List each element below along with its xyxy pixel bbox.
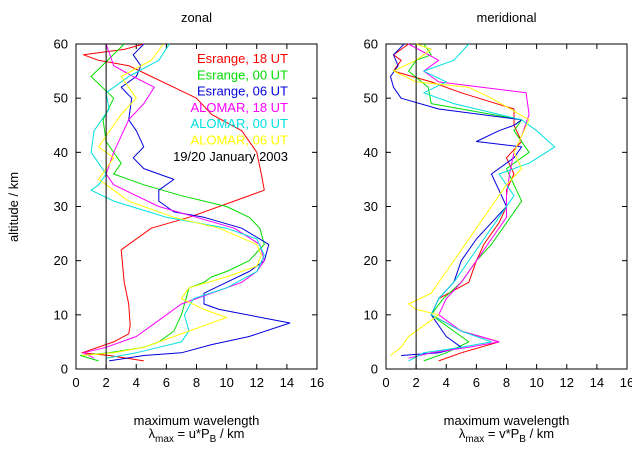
x-tick-label: 16 [310, 375, 324, 390]
legend-entry: ALOMAR, 00 UT [190, 116, 288, 131]
x-tick-label: 0 [382, 375, 389, 390]
y-axis-label: altitude / km [6, 172, 21, 242]
legend-entry: Esrange, 06 UT [197, 84, 288, 99]
x-tick-label: 14 [280, 375, 294, 390]
series-line-alomar-18-ut [83, 43, 265, 359]
series-line-esrange-06-ut [109, 43, 291, 362]
x-tick-label: 6 [163, 375, 170, 390]
y-tick-label: 60 [364, 37, 378, 52]
panel-zonal: zonal 0 2 4 6 8 10 12 14 16 0 10 20 30 40 50 60 Esrange, … [54, 10, 325, 445]
panel-meridional: meridional 0 2 4 6 8 10 12 14 16 0 10 20 30 40 50 60 maxi… [364, 10, 632, 445]
series-line-alomar-06-ut [81, 43, 262, 356]
x-tick-label: 10 [219, 375, 233, 390]
series-line-esrange-00-ut [80, 43, 265, 362]
x-tick-label: 6 [473, 375, 480, 390]
formula-text: λ [459, 426, 466, 441]
y-tick-label: 40 [54, 145, 68, 160]
x-tick-label: 4 [443, 375, 450, 390]
y-tick-label: 60 [54, 37, 68, 52]
annotation-date: 19/20 January 2003 [173, 149, 288, 164]
x-tick-label: 2 [413, 375, 420, 390]
y-tick-label: 10 [54, 307, 68, 322]
legend-entry: ALOMAR, 18 UT [190, 100, 288, 115]
y-tick-label: 50 [364, 91, 378, 106]
x-tick-label: 14 [590, 375, 604, 390]
formula-text: λ [148, 426, 155, 441]
y-tick-label: 40 [364, 145, 378, 160]
y-tick-label: 10 [364, 307, 378, 322]
x-tick-label: 2 [103, 375, 110, 390]
formula-text: = v*P [484, 426, 519, 441]
x-tick-label: 0 [72, 375, 79, 390]
x-tick-label: 10 [529, 375, 543, 390]
series-line-alomar-18-ut [408, 43, 530, 359]
legend-entry: Esrange, 00 UT [197, 67, 288, 82]
x-axis-label-line1: maximum wavelength [134, 413, 260, 428]
y-tick-label: 20 [364, 253, 378, 268]
formula-subscript: B [519, 434, 526, 445]
x-tick-label: 8 [503, 375, 510, 390]
legend-entry: ALOMAR, 06 UT [190, 133, 288, 148]
formula-text: = u*P [174, 426, 210, 441]
series-line-esrange-00-ut [408, 43, 530, 362]
series-line-esrange-18-ut [393, 43, 523, 362]
series-line-esrange-18-ut [81, 43, 265, 362]
formula-subscript: B [210, 434, 217, 445]
y-tick-label: 20 [54, 253, 68, 268]
x-tick-label: 12 [250, 375, 264, 390]
formula-text: / km [526, 426, 554, 441]
formula-text: / km [216, 426, 244, 441]
x-tick-label: 16 [620, 375, 632, 390]
x-axis-label-formula: λmax = v*PB / km [459, 426, 554, 445]
y-tick-label: 30 [54, 199, 68, 214]
formula-subscript: max [465, 434, 484, 445]
legend-entry: Esrange, 18 UT [197, 51, 288, 66]
x-tick-label: 4 [133, 375, 140, 390]
y-tick-label: 30 [364, 199, 378, 214]
panel-title: zonal [181, 10, 212, 25]
x-axis-label-line1: maximum wavelength [444, 413, 570, 428]
y-tick-label: 0 [61, 362, 68, 377]
series-line-alomar-06-ut [390, 43, 530, 356]
y-tick-label: 0 [371, 362, 378, 377]
y-tick-label: 50 [54, 91, 68, 106]
panel-title: meridional [477, 10, 537, 25]
series-line-alomar-00-ut [408, 43, 556, 362]
x-tick-label: 8 [193, 375, 200, 390]
formula-subscript: max [155, 434, 174, 445]
x-axis-label-formula: λmax = u*PB / km [148, 426, 244, 445]
x-tick-label: 12 [560, 375, 574, 390]
